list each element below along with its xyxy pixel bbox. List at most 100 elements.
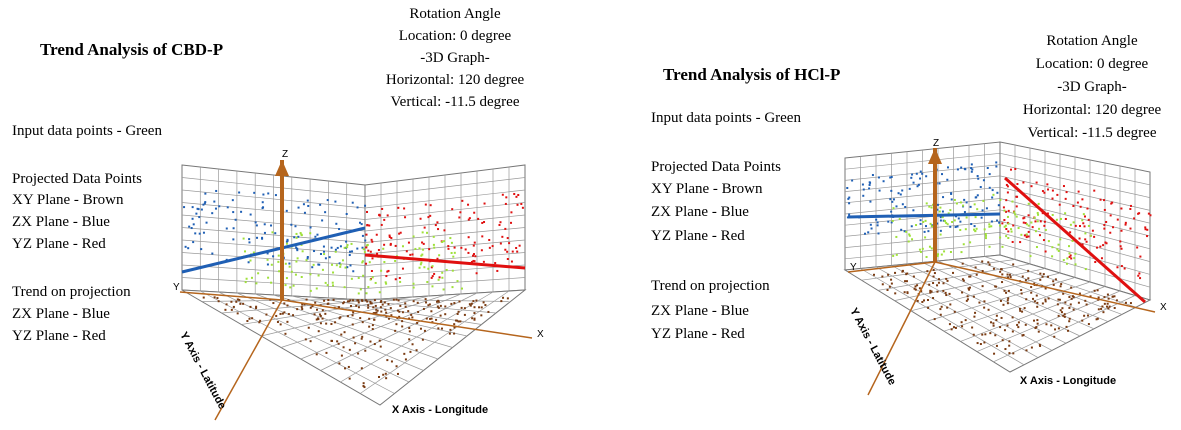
point <box>331 281 334 284</box>
point <box>988 173 991 176</box>
point <box>1037 330 1040 333</box>
point <box>437 327 440 330</box>
point <box>1041 190 1044 193</box>
point <box>977 177 980 180</box>
point <box>501 193 504 196</box>
point <box>276 320 279 323</box>
point <box>380 310 383 313</box>
point <box>411 316 414 319</box>
point <box>187 247 190 250</box>
point <box>972 333 975 336</box>
grid-line <box>999 198 1151 237</box>
point <box>295 232 298 235</box>
point <box>295 246 298 249</box>
point <box>1120 265 1123 268</box>
point <box>932 282 935 285</box>
point <box>1103 302 1106 305</box>
point <box>1093 235 1096 238</box>
point <box>387 269 390 272</box>
point <box>371 324 374 327</box>
point <box>1109 214 1112 217</box>
point <box>1031 226 1034 229</box>
point <box>988 225 991 228</box>
point <box>368 325 371 328</box>
point <box>304 338 307 341</box>
point <box>927 230 930 233</box>
point <box>974 266 977 269</box>
point <box>939 233 942 236</box>
point <box>374 304 377 307</box>
point <box>425 317 428 320</box>
point <box>232 305 235 308</box>
point <box>992 324 995 327</box>
point <box>973 203 976 206</box>
point <box>1097 308 1100 311</box>
point <box>317 274 320 277</box>
point <box>1006 302 1009 305</box>
point <box>293 236 296 239</box>
point <box>387 317 390 320</box>
point <box>1115 299 1118 302</box>
point <box>1113 306 1116 309</box>
point <box>401 245 404 248</box>
point <box>901 269 904 272</box>
point <box>1137 212 1140 215</box>
point <box>332 271 335 274</box>
point <box>929 222 932 225</box>
point <box>948 323 951 326</box>
point <box>1070 297 1073 300</box>
point <box>346 315 349 318</box>
point <box>325 322 328 325</box>
point <box>453 302 456 305</box>
point <box>905 230 908 233</box>
point <box>261 201 264 204</box>
point <box>945 221 948 224</box>
point <box>1016 323 1019 326</box>
point <box>1068 296 1071 299</box>
point <box>240 210 243 213</box>
point <box>939 229 942 232</box>
point <box>266 258 269 261</box>
point <box>444 313 447 316</box>
point <box>348 377 351 380</box>
point <box>244 281 247 284</box>
point <box>249 213 252 216</box>
point <box>1001 222 1004 225</box>
point <box>971 168 974 171</box>
point <box>1036 322 1039 325</box>
point <box>1123 267 1126 270</box>
point <box>847 197 850 200</box>
point <box>1003 209 1006 212</box>
point <box>1104 241 1107 244</box>
point <box>1062 292 1065 295</box>
point <box>1008 340 1011 343</box>
point <box>1015 205 1018 208</box>
point <box>350 242 353 245</box>
point <box>1076 201 1079 204</box>
point <box>467 236 470 239</box>
point <box>918 287 921 290</box>
axis-letter: X <box>537 329 544 340</box>
point <box>949 303 952 306</box>
point <box>1144 228 1147 231</box>
point <box>910 176 913 179</box>
point <box>401 320 404 323</box>
point <box>361 260 364 263</box>
point <box>412 282 415 285</box>
point <box>432 235 435 238</box>
point <box>1055 218 1058 221</box>
point <box>1007 289 1010 292</box>
point <box>338 262 341 265</box>
point <box>483 221 486 224</box>
point <box>1074 263 1077 266</box>
point <box>1138 272 1141 275</box>
point <box>428 303 431 306</box>
point <box>491 245 494 248</box>
point <box>351 201 354 204</box>
point <box>988 186 991 189</box>
point <box>973 315 976 318</box>
point <box>303 211 306 214</box>
point <box>1033 300 1036 303</box>
point <box>467 251 470 254</box>
point <box>315 287 318 290</box>
